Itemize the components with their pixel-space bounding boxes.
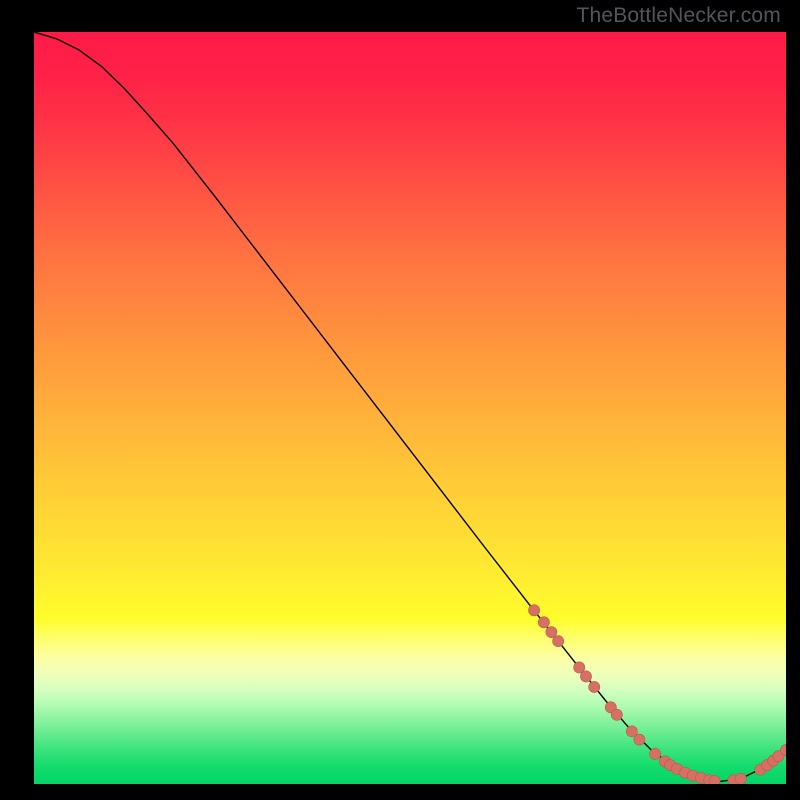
- marker-point: [735, 773, 746, 784]
- watermark-text: TheBottleNecker.com: [576, 4, 781, 28]
- plot-frame: [34, 32, 786, 784]
- chart-svg: [34, 32, 786, 784]
- marker-point: [650, 748, 661, 759]
- chart-background: [34, 32, 786, 784]
- marker-point: [538, 617, 549, 628]
- marker-point: [611, 709, 622, 720]
- marker-point: [553, 636, 564, 647]
- marker-point: [580, 671, 591, 682]
- marker-point: [589, 681, 600, 692]
- marker-point: [528, 605, 539, 616]
- chart-root: TheBottleNecker.com: [0, 0, 800, 800]
- marker-point: [709, 775, 720, 784]
- marker-point: [634, 734, 645, 745]
